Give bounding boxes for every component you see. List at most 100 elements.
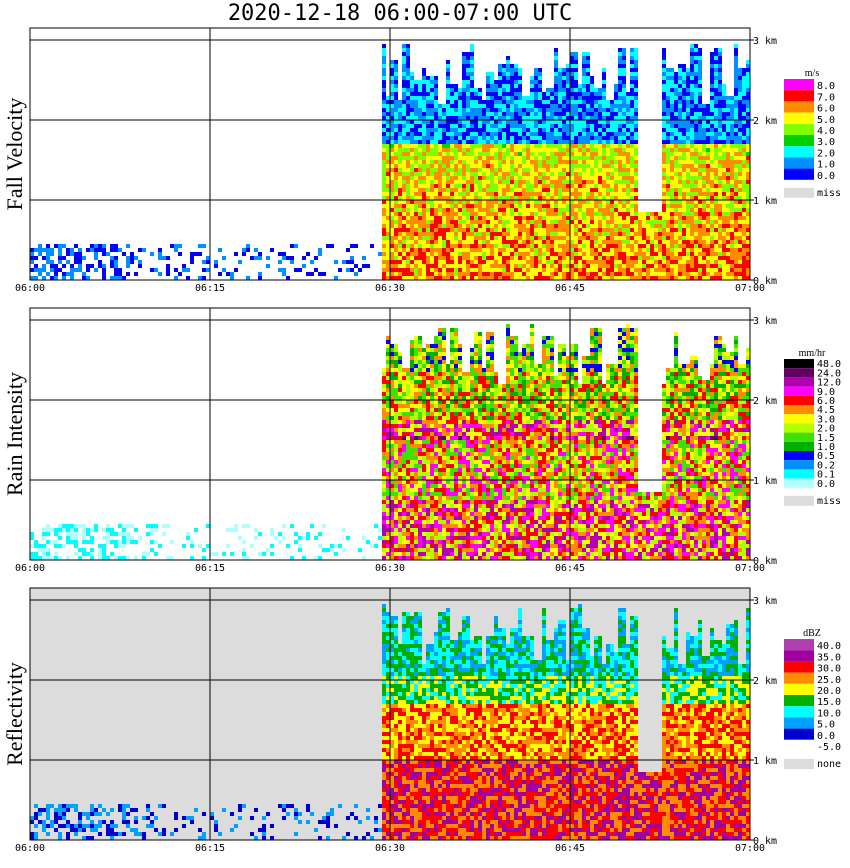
legend-label: 0.1 (817, 470, 835, 481)
legend-swatch (784, 112, 814, 124)
legend-swatch (784, 359, 814, 369)
legend-swatch (784, 123, 814, 135)
legend-label: 3.0 (817, 414, 835, 425)
legend-label: 0.2 (817, 460, 835, 471)
x-tick-label: 06:45 (555, 563, 585, 574)
plot-frame (29, 307, 751, 561)
legend-units: m/s (805, 68, 820, 79)
x-tick-label: 06:15 (195, 843, 225, 854)
legend-units: mm/hr (799, 348, 826, 359)
legend-label: 10.0 (817, 708, 841, 719)
y-tick-label: 0 km (753, 276, 777, 287)
y-tick-label: 3 km (753, 36, 777, 47)
legend-swatch (784, 386, 814, 396)
legend-swatch (784, 368, 814, 378)
y-tick-label: 3 km (753, 596, 777, 607)
y-axis-label: Rain Intensity (2, 372, 27, 496)
panel-1: 06:00 06:15 06:30 06:45 07:000 km 1 km 2 km 3 k… (2, 27, 841, 294)
legend-label: 48.0 (817, 359, 841, 370)
legend-swatch (784, 432, 814, 442)
legend-swatch (784, 377, 814, 387)
y-tick-label: 3 km (753, 316, 777, 327)
grid-lines (30, 28, 750, 280)
legend-swatch (784, 187, 814, 198)
legend-swatch (784, 478, 814, 488)
legend-label: 4.5 (817, 405, 835, 416)
y-tick-label: 0 km (753, 836, 777, 847)
legend-label: 1.0 (817, 442, 835, 453)
legend-swatch (784, 706, 814, 718)
legend-label: 3.0 (817, 137, 835, 148)
legend-swatch (784, 739, 814, 751)
x-tick-label: 06:45 (555, 283, 585, 294)
legend-label: 2.0 (817, 424, 835, 435)
legend: dBZ 40.035.030.025.020.015.010.05.00.0-5.… (784, 628, 841, 770)
legend-label: 5.0 (817, 115, 835, 126)
legend-swatch (784, 683, 814, 695)
legend-swatch (784, 168, 814, 180)
y-axis-label: Fall Velocity (2, 98, 27, 211)
x-tick-label: 06:30 (375, 843, 405, 854)
legend-swatch (784, 79, 814, 91)
legend-label: 40.0 (817, 641, 841, 652)
y-tick-label: 2 km (753, 116, 777, 127)
legend-label: 25.0 (817, 675, 841, 686)
legend-swatch (784, 495, 814, 506)
legend-swatch (784, 451, 814, 461)
legend-label: -5.0 (817, 742, 841, 753)
x-tick-label: 06:15 (195, 283, 225, 294)
legend-swatch (784, 395, 814, 405)
legend-swatch (784, 90, 814, 102)
legend-label: 5.0 (817, 720, 835, 731)
y-tick-label: 0 km (753, 556, 777, 567)
legend-label: 0.5 (817, 451, 835, 462)
legend-units: dBZ (803, 628, 821, 639)
legend-label: 20.0 (817, 686, 841, 697)
legend-label: 15.0 (817, 697, 841, 708)
legend-label: 6.0 (817, 396, 835, 407)
legend: m/s 8.07.06.05.04.03.02.01.00.0 miss (784, 68, 841, 199)
legend-label: 0.0 (817, 479, 835, 490)
heatmap-cells (30, 44, 750, 280)
x-tick-label: 06:00 (15, 563, 45, 574)
plot-frame (29, 27, 751, 281)
legend-label: 0.0 (817, 171, 835, 182)
legend-label: 30.0 (817, 664, 841, 675)
heatmap-cells (30, 604, 750, 840)
x-tick-label: 07:00 (735, 563, 765, 574)
legend-swatch (784, 101, 814, 113)
legend-swatch (784, 759, 814, 769)
y-tick-label: 2 km (753, 676, 777, 687)
legend-swatch (784, 405, 814, 415)
panel-2: 06:00 06:15 06:30 06:45 07:000 km 1 km 2 km 3 k… (2, 307, 841, 574)
legend-label: 0.0 (817, 731, 835, 742)
y-tick-label: 2 km (753, 396, 777, 407)
x-tick-label: 06:45 (555, 843, 585, 854)
grid-lines (30, 588, 750, 840)
legend-label: 9.0 (817, 387, 835, 398)
chart-title: 2020-12-18 06:00-07:00 UTC (227, 1, 573, 26)
legend-swatch (784, 661, 814, 673)
legend-swatch (784, 414, 814, 424)
legend-label: miss (817, 496, 841, 507)
legend-label: 2.0 (817, 148, 835, 159)
grid-lines (30, 308, 750, 560)
y-tick-label: 1 km (753, 476, 777, 487)
legend-label: 7.0 (817, 92, 835, 103)
legend-label: 35.0 (817, 652, 841, 663)
y-tick-label: 1 km (753, 196, 777, 207)
legend-swatch (784, 441, 814, 451)
legend-swatch (784, 672, 814, 684)
plot-frame (29, 587, 751, 841)
legend-swatch (784, 695, 814, 707)
legend-label: 24.0 (817, 368, 841, 379)
x-tick-label: 06:30 (375, 283, 405, 294)
legend-label: 8.0 (817, 81, 835, 92)
legend: mm/hr48.024.012.09.06.04.53.02.01.51.00.… (784, 348, 841, 507)
x-tick-label: 06:00 (15, 283, 45, 294)
legend-label: 12.0 (817, 378, 841, 389)
legend-swatch (784, 650, 814, 662)
legend-swatch (784, 146, 814, 158)
legend-label: miss (817, 188, 841, 199)
